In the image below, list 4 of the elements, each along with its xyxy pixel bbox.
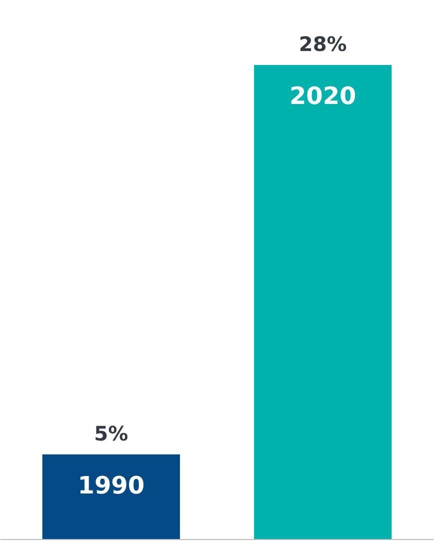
data-label: 5% <box>94 421 128 446</box>
data-label: 28% <box>298 32 347 56</box>
x-tick-label: 1990 <box>78 471 145 500</box>
x-tick-label: 2020 <box>289 82 356 110</box>
